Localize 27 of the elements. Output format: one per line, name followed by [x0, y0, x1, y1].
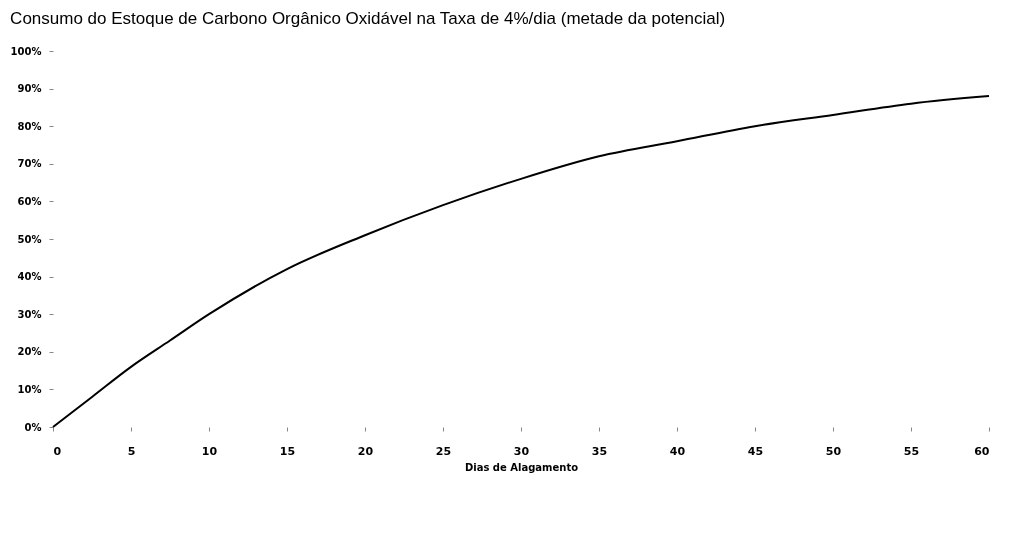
y-tick-label: 30%	[17, 308, 42, 320]
y-tick-label: 50%	[17, 233, 42, 245]
x-tick-label: 35	[591, 444, 608, 458]
x-tick-label: 30	[513, 444, 530, 458]
x-tick-label: 20	[357, 444, 374, 458]
x-tick-label: 10	[201, 444, 218, 458]
x-tick-label: 50	[825, 444, 842, 458]
chart-title: Consumo do Estoque de Carbono Orgânico Oxidável na Taxa de 4%/dia (metade da potencial)	[10, 9, 726, 28]
y-tick-label: 20%	[17, 346, 42, 358]
line-series	[52, 95, 990, 428]
y-tick-label: 90%	[17, 83, 42, 95]
y-tick-label: 0%	[24, 421, 42, 433]
x-tick-label: 25	[435, 444, 452, 458]
x-tick-label: 55	[903, 444, 920, 458]
y-tick-label: 10%	[17, 383, 42, 395]
y-tick-label: 70%	[17, 158, 42, 170]
x-tick-label: 15	[279, 444, 296, 458]
y-tick-label: 40%	[17, 271, 42, 283]
y-tick-label: 100%	[10, 45, 42, 57]
x-tick-label: 0	[53, 444, 62, 458]
x-tick-label: 45	[747, 444, 764, 458]
x-tick-label: 60	[974, 444, 990, 458]
x-tick-label: 5	[127, 444, 136, 458]
x-axis-title: Dias de Alagamento	[464, 461, 579, 473]
y-tick-label: 60%	[17, 195, 42, 207]
y-tick-label: 80%	[17, 120, 42, 132]
x-tick-label: 40	[669, 444, 686, 458]
